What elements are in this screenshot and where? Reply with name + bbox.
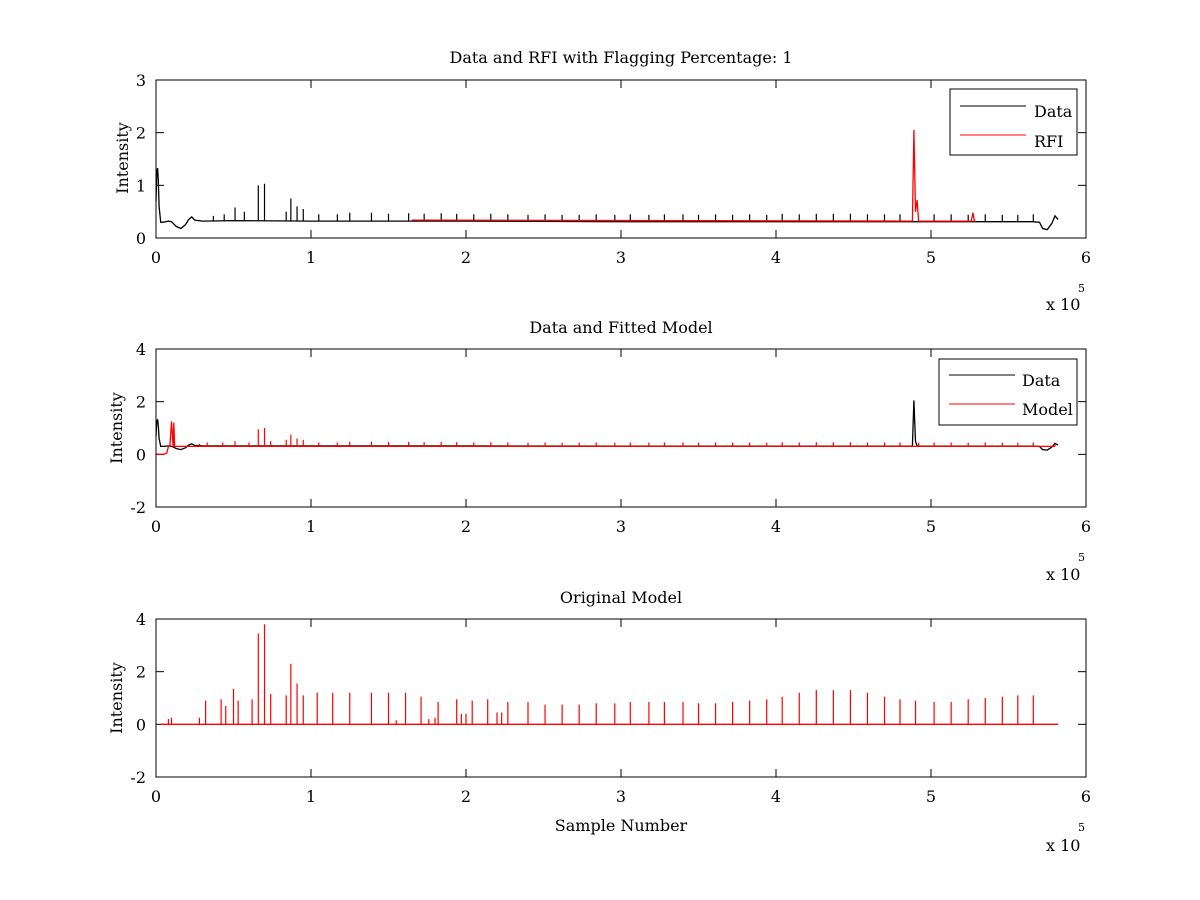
panel-3-exponent-power: 5: [1078, 821, 1085, 834]
panel-3-xlabel: Sample Number: [555, 816, 688, 835]
panel-rfi: Data and RFI with Flagging Percentage: 1…: [113, 48, 1091, 314]
panel-2-legend-label-data: Data: [1022, 371, 1061, 390]
panel-2-series-1-line: [156, 421, 1055, 455]
panel-1-ytick-label-3: 3: [136, 71, 146, 90]
panel-2-xtick-label-5: 5: [926, 517, 936, 536]
panel-2-x-exponent: x 10 5: [1046, 551, 1085, 584]
panel-2-xtick-label-4: 4: [771, 517, 781, 536]
panel-1-xtick-label-4: 4: [771, 248, 781, 267]
panel-original: Original Model Intensity Sample Number 0…: [107, 588, 1091, 855]
panel-1-legend-label-rfi: RFI: [1034, 132, 1063, 151]
panel-2-legend: Data Model: [938, 358, 1078, 426]
panel-3-xtick-label-6: 6: [1081, 787, 1091, 806]
panel-1-x-exponent: x 10 5: [1046, 282, 1085, 314]
panel-2-title: Data and Fitted Model: [529, 318, 712, 337]
panel-1-title: Data and RFI with Flagging Percentage: 1: [449, 48, 792, 67]
panel-1-ytick-label-1: 1: [136, 176, 146, 195]
panel-3-ytick-label-3: 4: [136, 610, 146, 629]
panel-1-legend-box: [949, 88, 1078, 156]
panel-2-legend-label-model: Model: [1022, 400, 1073, 419]
panel-1-ytick-label-2: 2: [136, 124, 146, 143]
panel-1-ytick-label-0: 0: [136, 229, 146, 248]
panel-3-xtick-label-1: 1: [306, 787, 316, 806]
panel-fitted: Data and Fitted Model Intensity 0 1 2 3 4 5 6 -…: [107, 318, 1091, 584]
panel-1-xtick-label-0: 0: [151, 248, 161, 267]
panel-3-ylabel: Intensity: [107, 662, 126, 734]
panel-2-plot-area: [155, 400, 1059, 455]
panel-3-ytick-label-2: 2: [136, 663, 146, 682]
panel-2-ytick-label-2: 2: [136, 393, 146, 412]
panel-1-axes-box: [155, 79, 1087, 239]
panel-3-title: Original Model: [560, 588, 682, 607]
panel-2-exponent-base: x 10: [1046, 565, 1080, 584]
panel-1-plot-area: [155, 129, 1059, 231]
panel-1-exponent-base: x 10: [1046, 295, 1080, 314]
panel-2-xtick-label-2: 2: [461, 517, 471, 536]
panel-3-series-model: [160, 624, 1059, 725]
panel-3-xtick-label-0: 0: [151, 787, 161, 806]
panel-1-xtick-label-6: 6: [1081, 248, 1091, 267]
panel-1-xtick-label-5: 5: [926, 248, 936, 267]
panel-2-ylabel: Intensity: [107, 392, 126, 464]
panel-1-ylabel: Intensity: [113, 122, 132, 194]
panel-2-xtick-label-6: 6: [1081, 517, 1091, 536]
panel-1-xtick-label-2: 2: [461, 248, 471, 267]
panel-1-legend-label-data: Data: [1034, 102, 1073, 121]
panel-3-xtick-label-2: 2: [461, 787, 471, 806]
panel-1-xtick-label-1: 1: [306, 248, 316, 267]
panel-2-ytick-label-3: 4: [136, 340, 146, 359]
panel-3-axes-box: [155, 618, 1087, 778]
panel-1-xtick-label-3: 3: [616, 248, 626, 267]
panel-3-x-exponent: x 10 5: [1046, 821, 1085, 855]
panel-3-xtick-label-5: 5: [926, 787, 936, 806]
panel-1-series-0-line: [155, 167, 1059, 231]
panel-2-axes-box: [155, 348, 1087, 508]
panel-2-xtick-label-0: 0: [151, 517, 161, 536]
panel-2-xtick-label-1: 1: [306, 517, 316, 536]
panel-3-exponent-base: x 10: [1046, 836, 1080, 855]
panel-3-ytick-label-1: 0: [136, 715, 146, 734]
panel-1-series-rfi: [411, 129, 976, 222]
panel-3-xtick-label-3: 3: [616, 787, 626, 806]
panel-1-series-1-line: [411, 129, 976, 222]
panel-2-ytick-label-0: -2: [130, 498, 146, 517]
panel-1-exponent-power: 5: [1078, 282, 1085, 295]
panel-2-series-model: [156, 421, 1056, 455]
panel-2-exponent-power: 5: [1078, 551, 1085, 564]
panel-1-legend: Data RFI: [949, 88, 1078, 156]
panel-2-xtick-label-3: 3: [616, 517, 626, 536]
panel-3-xtick-label-4: 4: [771, 787, 781, 806]
panel-2-ytick-label-1: 0: [136, 445, 146, 464]
panel-2-legend-box: [938, 358, 1078, 426]
panel-3-plot-area: [160, 624, 1059, 725]
panel-3-ytick-label-0: -2: [130, 768, 146, 787]
